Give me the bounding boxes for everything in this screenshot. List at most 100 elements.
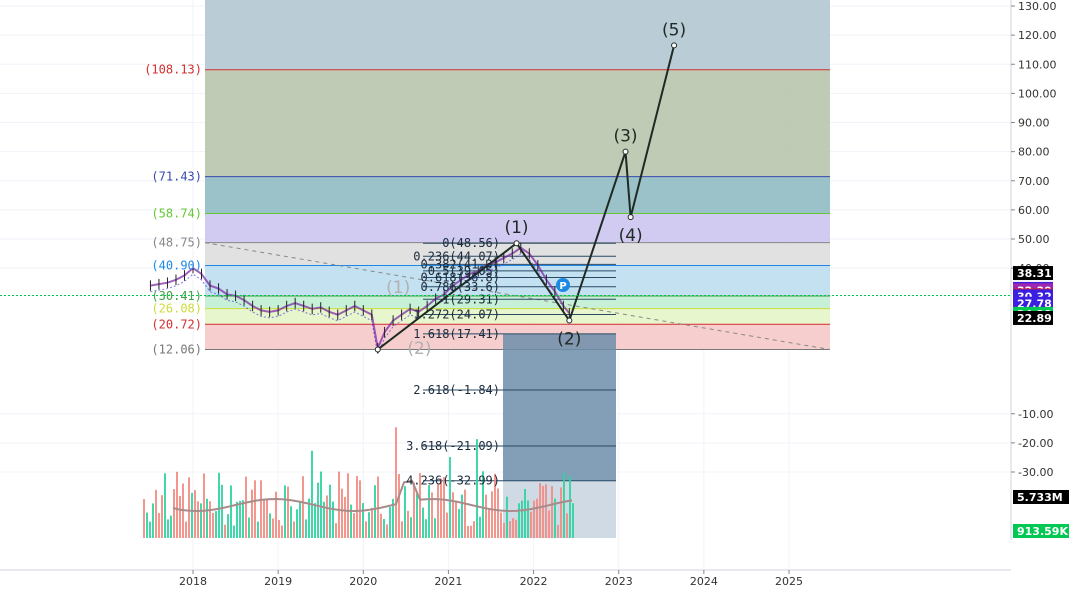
x-tick-label: 2018	[179, 575, 207, 588]
volume-bar	[311, 450, 313, 538]
volume-bar	[491, 491, 493, 538]
target-level-label: (58.74)	[151, 207, 202, 221]
volume-bar	[473, 521, 475, 538]
volume-bar	[317, 482, 319, 538]
volume-bar	[398, 473, 400, 538]
volume-bar	[257, 521, 259, 538]
projection-point	[513, 240, 520, 247]
volume-bar	[530, 511, 532, 538]
target-level-label: (71.43)	[151, 170, 202, 184]
volume-bar	[383, 519, 385, 538]
volume-bar	[425, 519, 427, 538]
zone-band	[205, 242, 830, 266]
fib-lines	[423, 242, 616, 538]
volume-bar	[236, 501, 238, 538]
fib-label: 3.618(-21.09)	[406, 439, 500, 453]
price-badge-label: 22.89	[1017, 312, 1052, 325]
projection-line	[377, 45, 676, 351]
volume-badge-label: 913.59K	[1017, 525, 1068, 538]
volume-bar	[569, 476, 571, 538]
volume-bar	[350, 504, 352, 538]
volume-bar	[290, 506, 292, 538]
volume-bar	[200, 503, 202, 538]
volume-bar	[377, 476, 379, 538]
target-level-label: (20.72)	[151, 317, 202, 331]
volume-bar	[263, 498, 265, 538]
volume-bar	[497, 488, 499, 538]
elliott-projection	[374, 42, 678, 353]
volume-bar	[515, 519, 517, 538]
fib-label: 1(29.31)	[442, 292, 500, 306]
projection-point	[566, 317, 573, 324]
volume-bar	[341, 488, 343, 538]
volume-bar	[455, 500, 457, 538]
volume-bar	[416, 493, 418, 538]
volume-bar	[389, 507, 391, 538]
volume-bar	[488, 508, 490, 538]
volume-bar	[380, 513, 382, 538]
volume-bar	[197, 501, 199, 538]
volume-bar	[404, 486, 406, 538]
projection-point	[374, 346, 381, 353]
x-tick-label: 2023	[605, 575, 633, 588]
volume-bar	[332, 501, 334, 538]
x-tick-label: 2024	[690, 575, 718, 588]
target-level-label: (48.75)	[151, 236, 202, 250]
volume-bar	[512, 518, 514, 538]
volume-bar	[557, 525, 559, 538]
y-tick-label: -20.00	[1018, 437, 1053, 450]
volume-bar	[173, 489, 175, 538]
volume-bar	[392, 498, 394, 538]
volume-bar	[254, 480, 256, 538]
fib-label: 0.786(33.6)	[421, 280, 500, 294]
x-tick-label: 2025	[775, 575, 803, 588]
volume-bar	[305, 519, 307, 538]
old-wave-label: (2)	[407, 339, 431, 359]
volume-badge	[1013, 524, 1069, 538]
x-tick-label: 2020	[349, 575, 377, 588]
volume-ma	[172, 479, 573, 512]
fib-ext-box	[503, 333, 616, 481]
x-axis: 2018 2019 2020 2021 2022 2023 2024 2025	[0, 569, 1011, 588]
price-badges: 38.3132.8632.3930.6030.3227.7824.2822.89…	[1013, 266, 1069, 538]
y-tick-label: -10.00	[1018, 408, 1053, 421]
volume-bar	[299, 501, 301, 538]
volume-bar	[503, 522, 505, 538]
y-tick-label: -30.00	[1018, 466, 1053, 479]
labels: (108.13) (71.43) (58.74) (48.75) (40.90) (30.…	[0, 20, 1011, 488]
volume-bar	[440, 478, 442, 538]
zone-band	[205, 308, 830, 325]
volume-bar	[203, 473, 205, 538]
wave-label: (3)	[613, 127, 637, 147]
volume-bar	[362, 503, 364, 538]
y-tick-label: 60.00	[1018, 204, 1050, 217]
volume-bar	[533, 500, 535, 538]
volume-bar	[470, 525, 472, 538]
fib-label: 0.382(41.3)	[421, 257, 500, 271]
volume-bar	[500, 512, 502, 538]
trend-line	[204, 242, 831, 350]
volume-bar	[521, 500, 523, 538]
volume-bar	[221, 484, 223, 538]
volume-bar	[308, 498, 310, 538]
target-level-label: (12.06)	[151, 343, 202, 357]
volume-bar	[344, 496, 346, 538]
volume-bar	[446, 512, 448, 538]
price-band	[150, 253, 570, 356]
volume-bar	[170, 515, 172, 538]
volume-bar	[485, 494, 487, 538]
volume-bar	[347, 473, 349, 538]
volume-bar	[401, 521, 403, 538]
volume-bar	[167, 519, 169, 538]
volume-bar	[545, 484, 547, 538]
volume-bar	[479, 516, 481, 538]
volume-bar	[524, 489, 526, 538]
wave-label: (2)	[557, 330, 581, 350]
volume-bar	[215, 511, 217, 538]
y-tick-label: 70.00	[1018, 175, 1050, 188]
volume-bar	[320, 471, 322, 538]
volume-bar	[185, 521, 187, 538]
volume-bar	[548, 510, 550, 538]
zone-band	[205, 296, 830, 309]
fib-label: 0.5(39.05)	[428, 264, 500, 278]
